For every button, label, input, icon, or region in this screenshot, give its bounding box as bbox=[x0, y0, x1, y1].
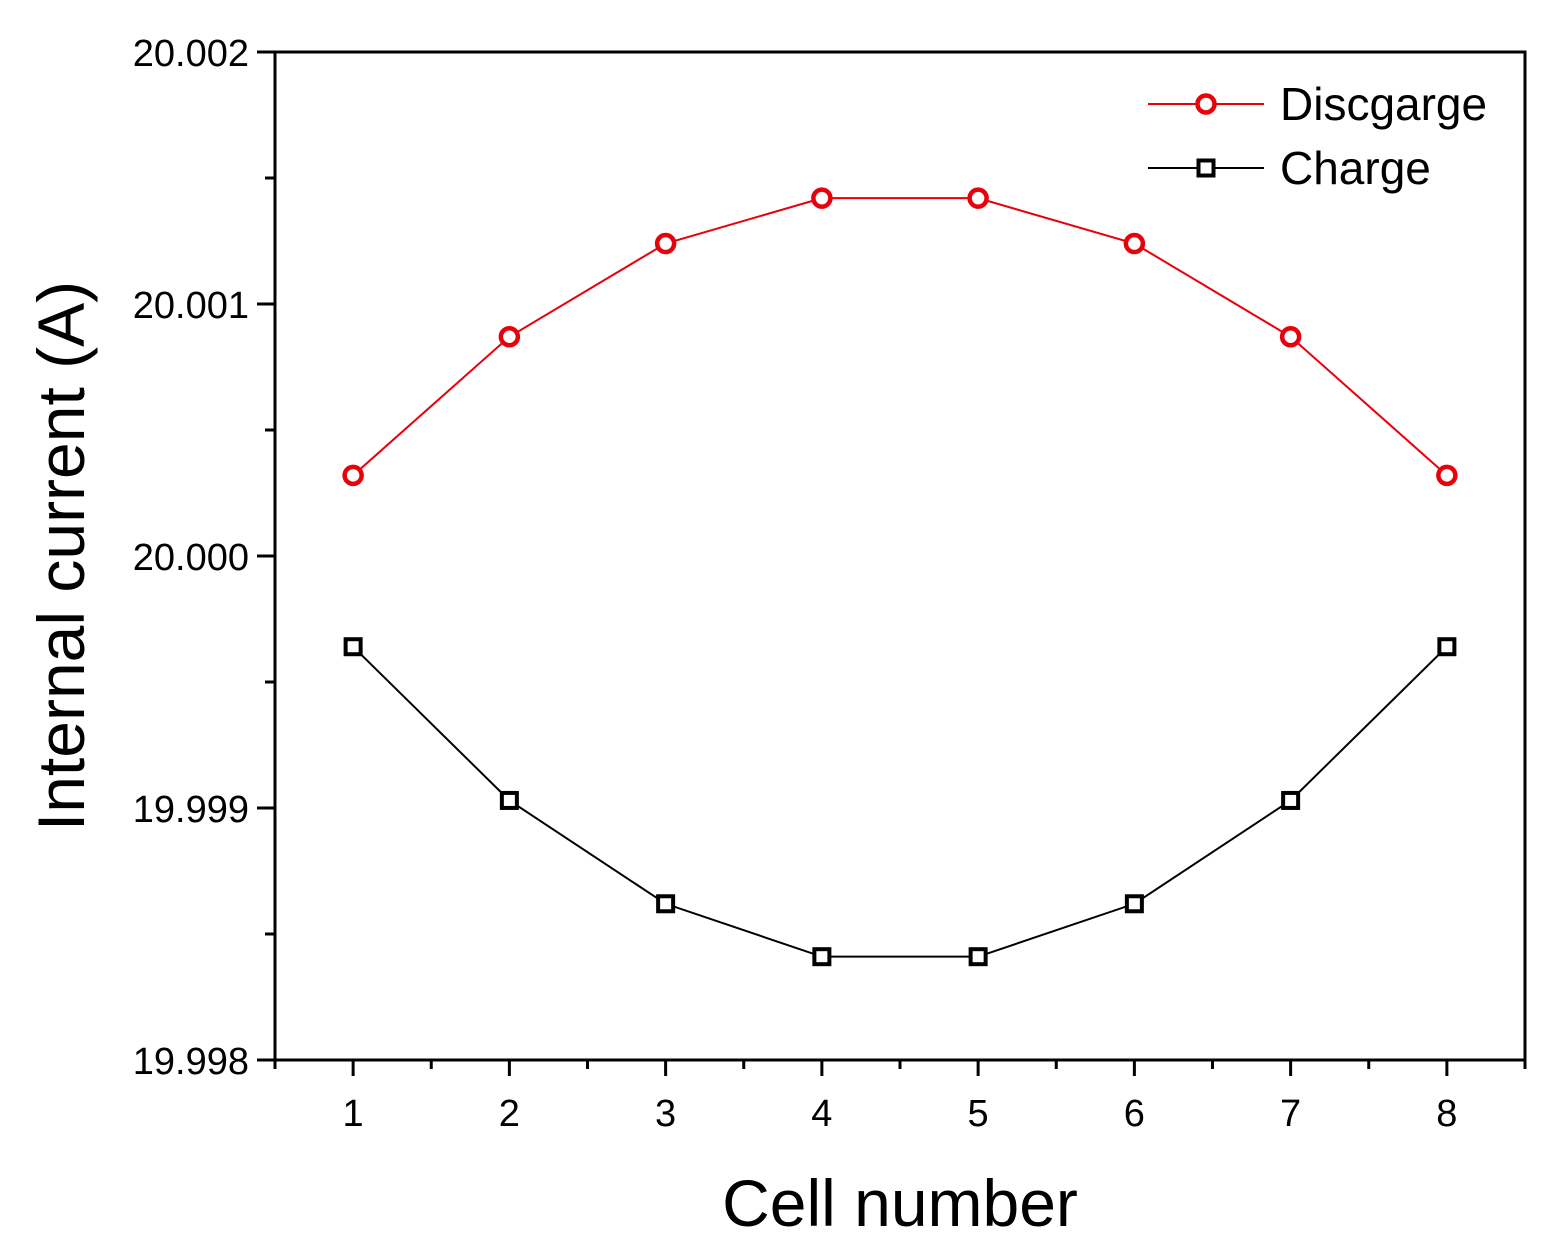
x-tick-label: 3 bbox=[655, 1093, 676, 1135]
legend-label: Charge bbox=[1280, 142, 1431, 194]
legend-marker bbox=[1195, 93, 1217, 115]
data-point bbox=[1281, 790, 1301, 810]
y-tick-label: 20.002 bbox=[133, 33, 249, 75]
series-discgarge bbox=[342, 187, 1458, 487]
series-charge bbox=[343, 637, 1457, 967]
x-tick-label: 8 bbox=[1436, 1093, 1457, 1135]
data-point bbox=[967, 187, 989, 209]
plot-frame bbox=[273, 50, 1527, 1062]
data-point bbox=[654, 232, 677, 255]
x-tick-label: 2 bbox=[499, 1093, 520, 1135]
data-point bbox=[811, 187, 833, 209]
legend-label: Discgarge bbox=[1280, 78, 1487, 130]
data-point bbox=[342, 464, 364, 487]
data-point bbox=[343, 637, 363, 657]
data-point bbox=[968, 947, 988, 967]
data-point bbox=[1279, 326, 1302, 348]
x-axis-ticks: 1 2 3 4 5 6 7 8 bbox=[273, 1060, 1527, 1135]
x-tick-label: 4 bbox=[811, 1093, 832, 1135]
y-tick-label: 19.999 bbox=[133, 789, 249, 831]
legend: Discgarge Charge bbox=[1148, 78, 1487, 194]
data-point bbox=[656, 894, 676, 914]
data-point bbox=[1436, 464, 1458, 487]
series-line bbox=[352, 197, 1448, 477]
series-layer bbox=[342, 187, 1458, 967]
data-point bbox=[1437, 637, 1457, 657]
legend-marker bbox=[1196, 158, 1216, 178]
y-axis-ticks: 19.998 19.999 20.000 20.001 20.002 bbox=[133, 33, 275, 1083]
x-tick-label: 5 bbox=[968, 1093, 989, 1135]
x-tick-label: 1 bbox=[343, 1093, 364, 1135]
data-point bbox=[812, 947, 832, 967]
data-point bbox=[1123, 232, 1146, 255]
data-point bbox=[1124, 894, 1144, 914]
y-tick-label: 20.001 bbox=[133, 285, 249, 327]
y-tick-label: 20.000 bbox=[133, 537, 249, 579]
y-tick-label: 19.998 bbox=[133, 1041, 249, 1083]
x-tick-label: 7 bbox=[1280, 1093, 1301, 1135]
x-tick-label: 6 bbox=[1124, 1093, 1145, 1135]
y-axis-title: Internal current (A) bbox=[24, 281, 98, 831]
x-axis-title: Cell number bbox=[722, 1166, 1078, 1240]
series-line bbox=[352, 646, 1448, 958]
data-point bbox=[498, 326, 521, 348]
data-point bbox=[499, 790, 519, 810]
